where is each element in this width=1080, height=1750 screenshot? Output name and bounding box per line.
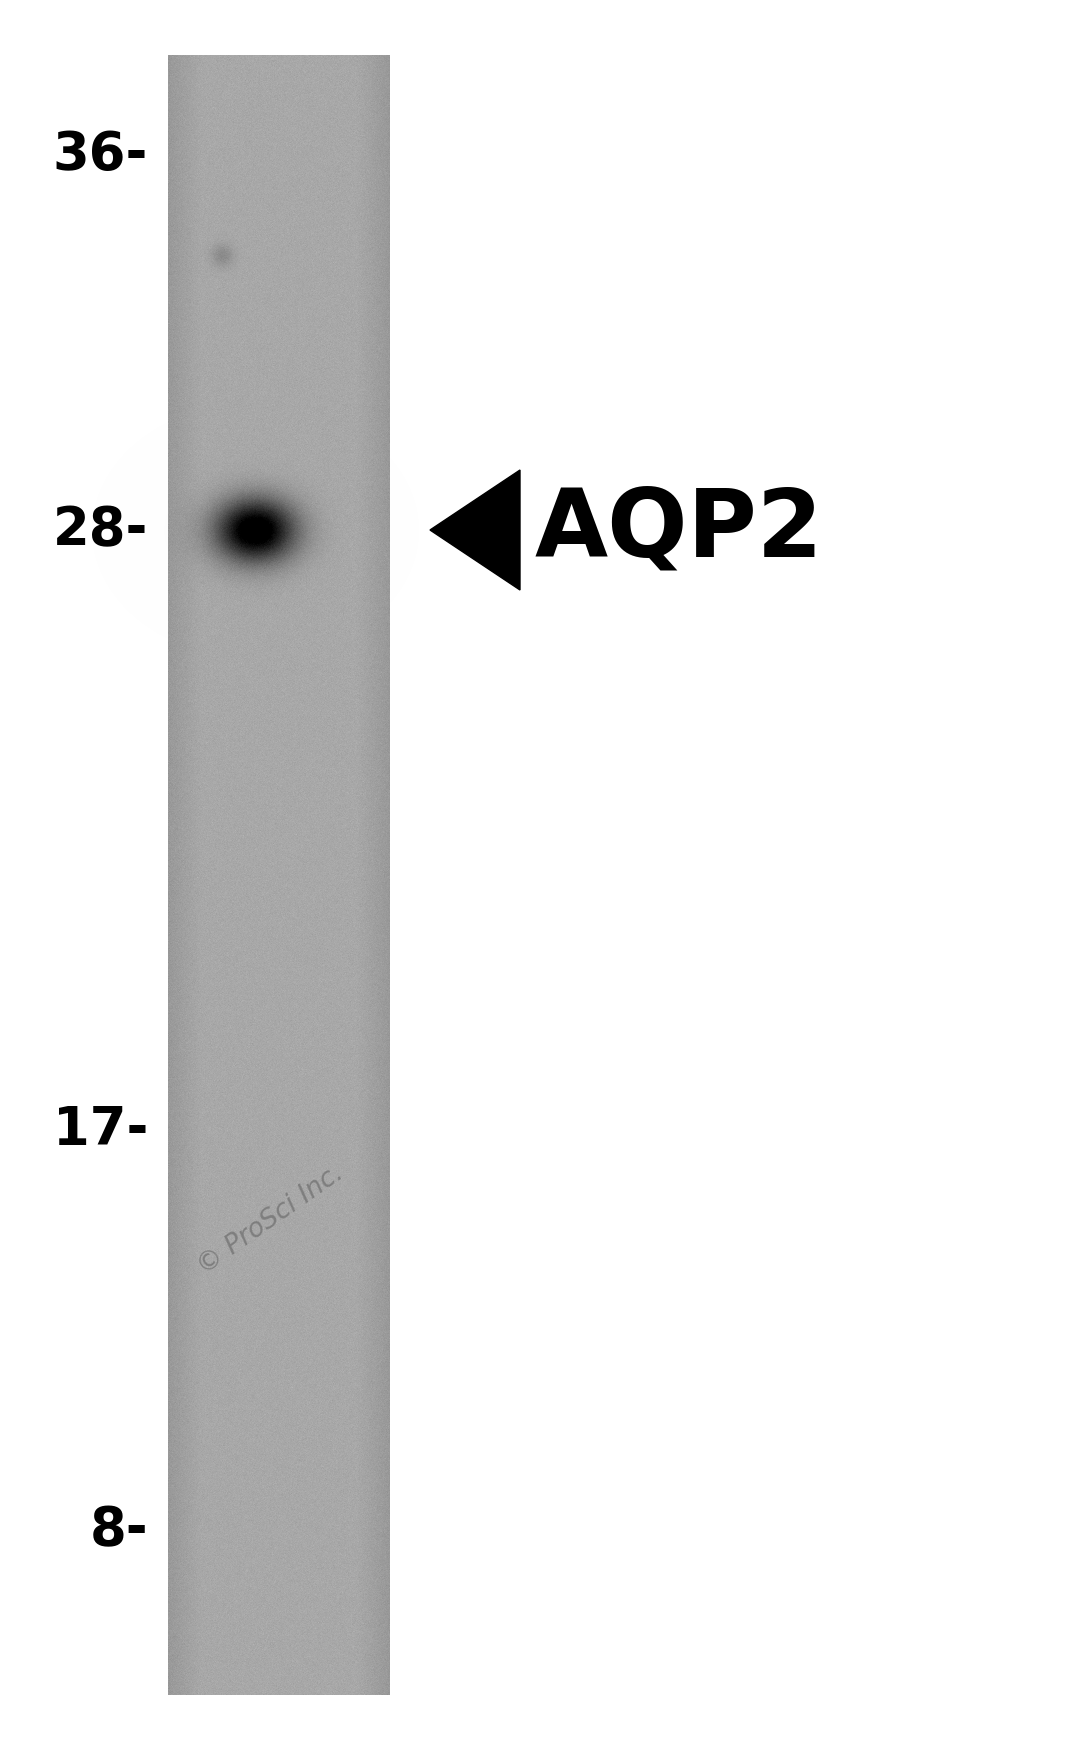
Text: © ProSci Inc.: © ProSci Inc. [192,1160,348,1279]
Text: 8-: 8- [90,1503,148,1556]
Text: 36-: 36- [53,130,148,180]
Polygon shape [430,471,519,590]
Text: 28-: 28- [53,504,148,556]
Text: 17-: 17- [53,1104,148,1157]
Text: AQP2: AQP2 [535,485,824,576]
